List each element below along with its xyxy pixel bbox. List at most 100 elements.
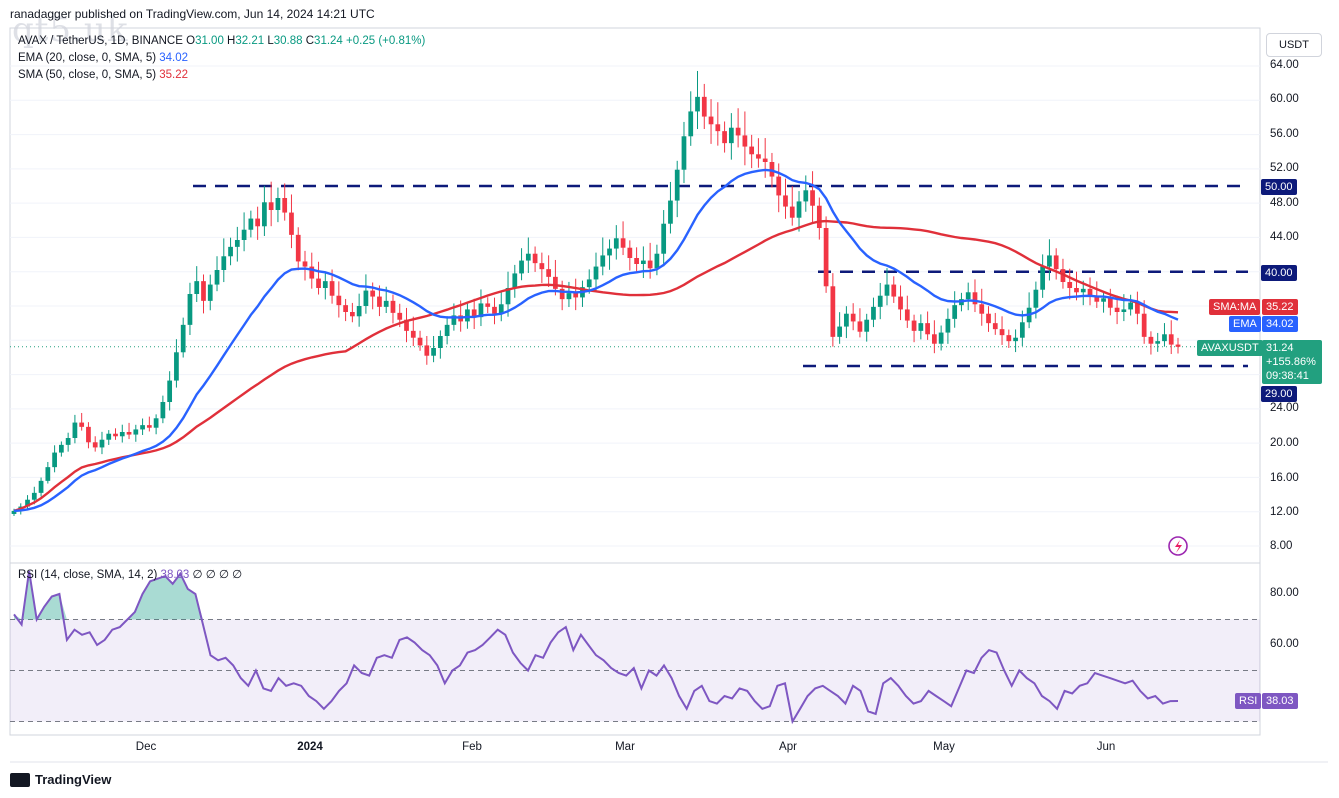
candle-body	[370, 290, 376, 297]
tradingview-footer[interactable]: TradingView	[10, 772, 111, 787]
candle-body	[884, 284, 890, 296]
change-value: +0.25 (+0.81%)	[346, 35, 426, 47]
candle-body	[857, 321, 863, 332]
x-tick: Apr	[779, 741, 797, 753]
candle-body	[363, 290, 369, 306]
candle-body	[701, 96, 707, 117]
candle-body	[566, 293, 572, 300]
candle-body	[302, 261, 308, 267]
candle-body	[1047, 255, 1052, 267]
candle-body	[505, 288, 511, 305]
candle-body	[749, 146, 755, 155]
candle-body	[52, 452, 57, 468]
candle-body	[674, 169, 680, 201]
candle-body	[92, 442, 98, 448]
candle-body	[756, 154, 761, 159]
published-line: ranadagger published on TradingView.com,…	[10, 7, 375, 21]
y-tick: 16.00	[1270, 472, 1299, 484]
candle-body	[119, 432, 125, 437]
currency-button[interactable]: USDT	[1266, 33, 1322, 57]
ema-name-tag: EMA	[1229, 316, 1261, 332]
candle-body	[1128, 302, 1133, 310]
rsi-label: RSI (14, close, SMA, 14, 2)	[18, 569, 158, 581]
tradingview-logo-icon	[10, 772, 30, 787]
candle-body	[214, 270, 220, 285]
candle-body	[498, 304, 504, 314]
candle-body	[708, 116, 714, 125]
candle-body	[377, 296, 382, 307]
candle-body	[789, 206, 795, 218]
candle-body	[607, 248, 612, 256]
level-29-tag: 29.00	[1261, 386, 1297, 402]
candle-body	[681, 136, 687, 170]
x-tick: 2024	[297, 741, 323, 753]
candle-body	[207, 284, 213, 301]
rsi-y-tick: 60.00	[1270, 638, 1299, 650]
close-label: C	[305, 35, 315, 47]
candle-body	[343, 305, 348, 312]
candle-body	[444, 324, 450, 336]
candle-body	[620, 238, 626, 248]
candle-body	[79, 422, 85, 427]
candle-body	[762, 158, 768, 162]
candle-body	[153, 418, 159, 428]
candle-body	[289, 212, 294, 235]
y-tick: 52.00	[1270, 162, 1299, 174]
candle-body	[661, 223, 667, 254]
sma-name-tag: SMA:MA	[1209, 299, 1261, 315]
candle-body	[891, 284, 897, 297]
candles	[11, 70, 1181, 516]
level-40-tag: 40.00	[1261, 265, 1297, 281]
candle-body	[823, 228, 829, 287]
close-value: 31.24	[314, 35, 343, 47]
candle-body	[1013, 337, 1018, 342]
x-tick: May	[933, 741, 955, 753]
chart-frame	[9, 27, 1328, 763]
y-tick: 8.00	[1270, 540, 1293, 552]
open-label: O	[186, 35, 196, 47]
sma-label: SMA (50, close, 0, SMA, 5)	[18, 69, 157, 81]
candle-body	[417, 337, 423, 346]
candle-body	[248, 218, 254, 230]
change-pct: +155.86%	[1266, 356, 1316, 368]
candle-body	[1019, 322, 1025, 338]
candle-body	[776, 176, 782, 196]
candle-body	[722, 131, 727, 144]
low-value: 30.88	[273, 35, 303, 47]
candle-body	[546, 269, 551, 277]
candle-body	[1053, 255, 1059, 270]
x-tick: Feb	[462, 741, 482, 753]
last-price: 31.24	[1266, 342, 1294, 354]
candle-body	[383, 300, 389, 307]
candle-body	[911, 320, 917, 331]
open-value: 31.00	[195, 35, 224, 47]
candle-body	[228, 246, 233, 257]
candle-body	[356, 306, 362, 317]
y-tick: 44.00	[1270, 231, 1299, 243]
y-tick: 24.00	[1270, 402, 1299, 414]
candle-body	[613, 238, 619, 249]
candle-body	[492, 306, 497, 314]
candle-body	[241, 229, 247, 240]
y-tick: 60.00	[1270, 93, 1299, 105]
candle-body	[783, 195, 788, 207]
candle-body	[465, 309, 470, 322]
icons	[1168, 536, 1188, 556]
candle-body	[404, 319, 409, 331]
candle-body	[1074, 288, 1079, 293]
candle-body	[1040, 266, 1046, 290]
candle-body	[695, 96, 700, 112]
rsi-line	[13, 570, 1179, 725]
symbol-tag: AVAXUSDT	[1197, 340, 1263, 356]
lightning-bolt-icon	[1175, 540, 1182, 553]
candle-body	[573, 293, 579, 298]
candle-body	[769, 162, 775, 177]
rsi-legend: RSI (14, close, SMA, 14, 2) 38.03 ∅ ∅ ∅ …	[18, 567, 242, 581]
candle-body	[174, 352, 179, 381]
candle-body	[647, 260, 653, 269]
candle-body	[600, 255, 606, 267]
candle-body	[539, 263, 545, 270]
candle-body	[844, 313, 849, 327]
brand-label: TradingView	[35, 772, 112, 787]
